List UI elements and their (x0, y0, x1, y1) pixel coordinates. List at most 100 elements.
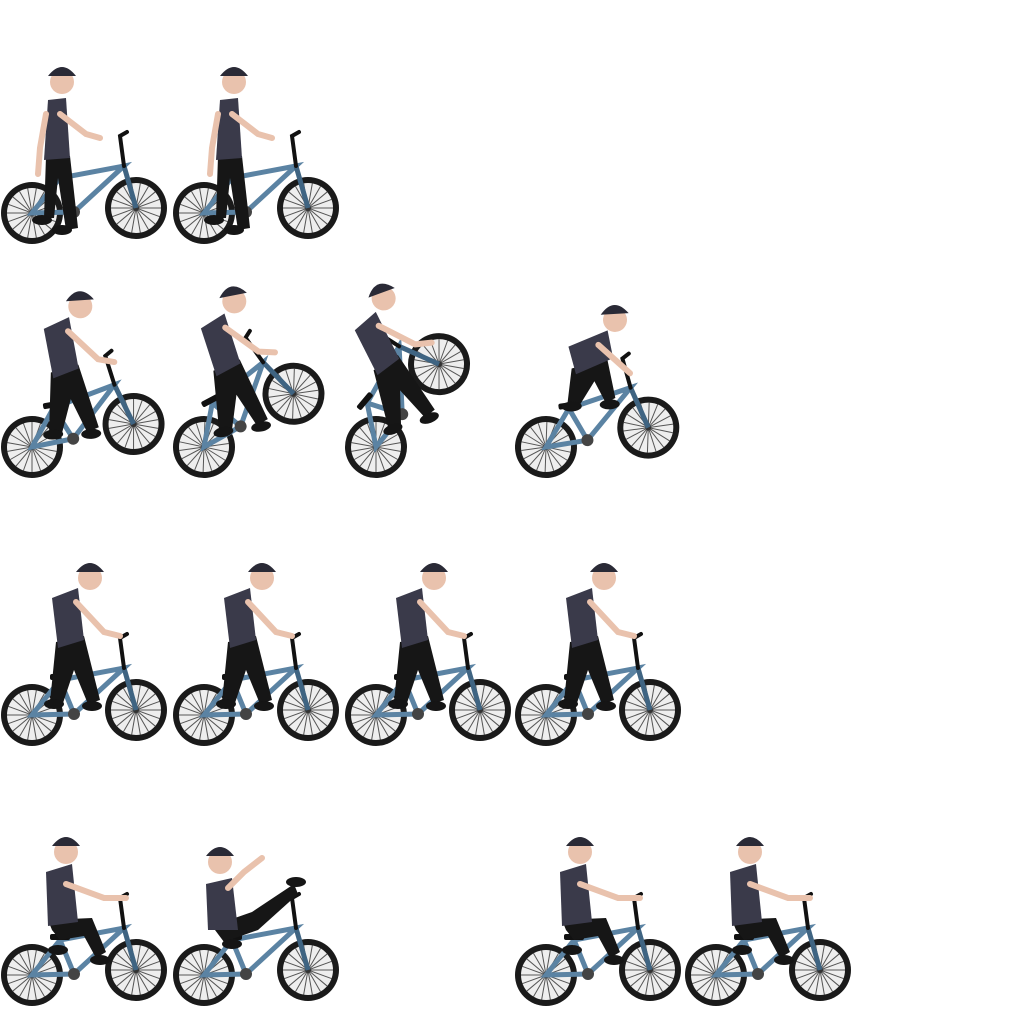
rider-cap (590, 563, 618, 572)
rider-shirt (560, 864, 592, 926)
rider-shoe (254, 701, 274, 711)
rider-cap (248, 563, 276, 572)
fork (635, 927, 653, 971)
rider-shirt (43, 317, 79, 379)
rider-shoe (388, 699, 408, 709)
handlebar (102, 348, 117, 387)
crank (234, 420, 247, 433)
rider-shoe (562, 945, 582, 955)
rider-cap (219, 286, 247, 299)
crank (240, 708, 252, 720)
fork (121, 165, 139, 209)
bmx-bike (173, 892, 339, 1006)
rider-shirt (396, 588, 428, 648)
fork (121, 927, 139, 971)
crank (752, 968, 764, 980)
rider-cap (65, 291, 94, 302)
rider-shoe (90, 955, 110, 965)
rider-arm-back (207, 111, 221, 177)
rider-cap (76, 563, 104, 572)
rider-arm (417, 599, 467, 639)
handlebar (631, 632, 643, 670)
rider-pants (564, 636, 614, 706)
rider-shoe (43, 429, 64, 440)
rider-shirt (200, 313, 241, 377)
rider (44, 563, 123, 711)
rider-shoe (204, 215, 224, 225)
rider-shoe (44, 699, 64, 709)
seat (356, 392, 373, 410)
sprite-frame-pedaling-3 (344, 520, 514, 750)
rider-arm (222, 324, 278, 356)
handlebar (117, 130, 129, 168)
rider (354, 283, 439, 435)
rider (561, 304, 634, 412)
rider (206, 847, 306, 949)
fork (293, 165, 311, 209)
crank (581, 434, 594, 447)
sprite-frame-wheelie-trick-4 (514, 252, 684, 482)
crank (67, 432, 80, 445)
rider (730, 837, 813, 965)
fork (261, 360, 296, 396)
rider-cap (220, 67, 248, 76)
rider-arm (747, 881, 813, 901)
rider-cap (420, 563, 448, 572)
handlebar (117, 632, 129, 670)
rider-shirt (566, 588, 598, 648)
sprite-frame-pedaling-2 (172, 520, 342, 750)
crank (240, 968, 252, 980)
rider (32, 67, 103, 235)
rider (200, 286, 278, 438)
rider-pants (562, 918, 620, 958)
rider-shoe (222, 939, 242, 949)
rider-arm (577, 881, 643, 901)
rider-pants (732, 918, 790, 958)
rider-shirt (568, 330, 614, 375)
rider-arm (225, 855, 265, 891)
rider-shirt (354, 311, 400, 376)
rider-shirt (46, 864, 78, 926)
rider-shoe (774, 955, 794, 965)
rider-pants (50, 636, 100, 706)
sprite-frame-pedaling-1 (0, 520, 170, 750)
rider (216, 563, 295, 711)
rider-pants (373, 354, 435, 429)
rider-arm (229, 111, 275, 141)
rider-shoe (604, 955, 624, 965)
handlebar (620, 351, 633, 390)
rider-shirt (52, 588, 84, 648)
rider-shoe (599, 399, 620, 410)
rider-shoe (82, 701, 102, 711)
rider-cap (600, 304, 629, 315)
bmx-bike (173, 130, 339, 244)
rider-shirt (730, 864, 762, 926)
rider-shirt (44, 98, 70, 160)
rider (388, 563, 467, 711)
rider-shoe (251, 421, 271, 432)
handlebar (289, 892, 301, 930)
handlebar (461, 632, 473, 670)
rider-cap (566, 837, 594, 846)
fork (635, 667, 653, 711)
sprite-frame-seated-and-no-hander-4 (514, 780, 684, 1010)
bmx-bike (1, 130, 167, 244)
bmx-bike (515, 632, 681, 746)
bmx-bike (1, 892, 167, 1006)
seat (201, 393, 221, 407)
sprite-frame-wheelie-trick-1 (0, 252, 170, 482)
rider-shoe (224, 225, 244, 235)
sprite-frame-seated-and-no-hander-1 (0, 780, 170, 1010)
crank (582, 968, 594, 980)
rider-shoe (558, 699, 578, 709)
rider-shirt (206, 878, 238, 930)
crank (68, 708, 80, 720)
sprite-frame-pedaling-4 (514, 520, 684, 750)
rider-cap (206, 847, 234, 856)
rider-shoe (732, 945, 752, 955)
sprite-frame-wheelie-trick-3 (344, 252, 514, 482)
rider-pants (222, 636, 272, 706)
rider-shoe (32, 215, 52, 225)
handlebar (289, 632, 301, 670)
